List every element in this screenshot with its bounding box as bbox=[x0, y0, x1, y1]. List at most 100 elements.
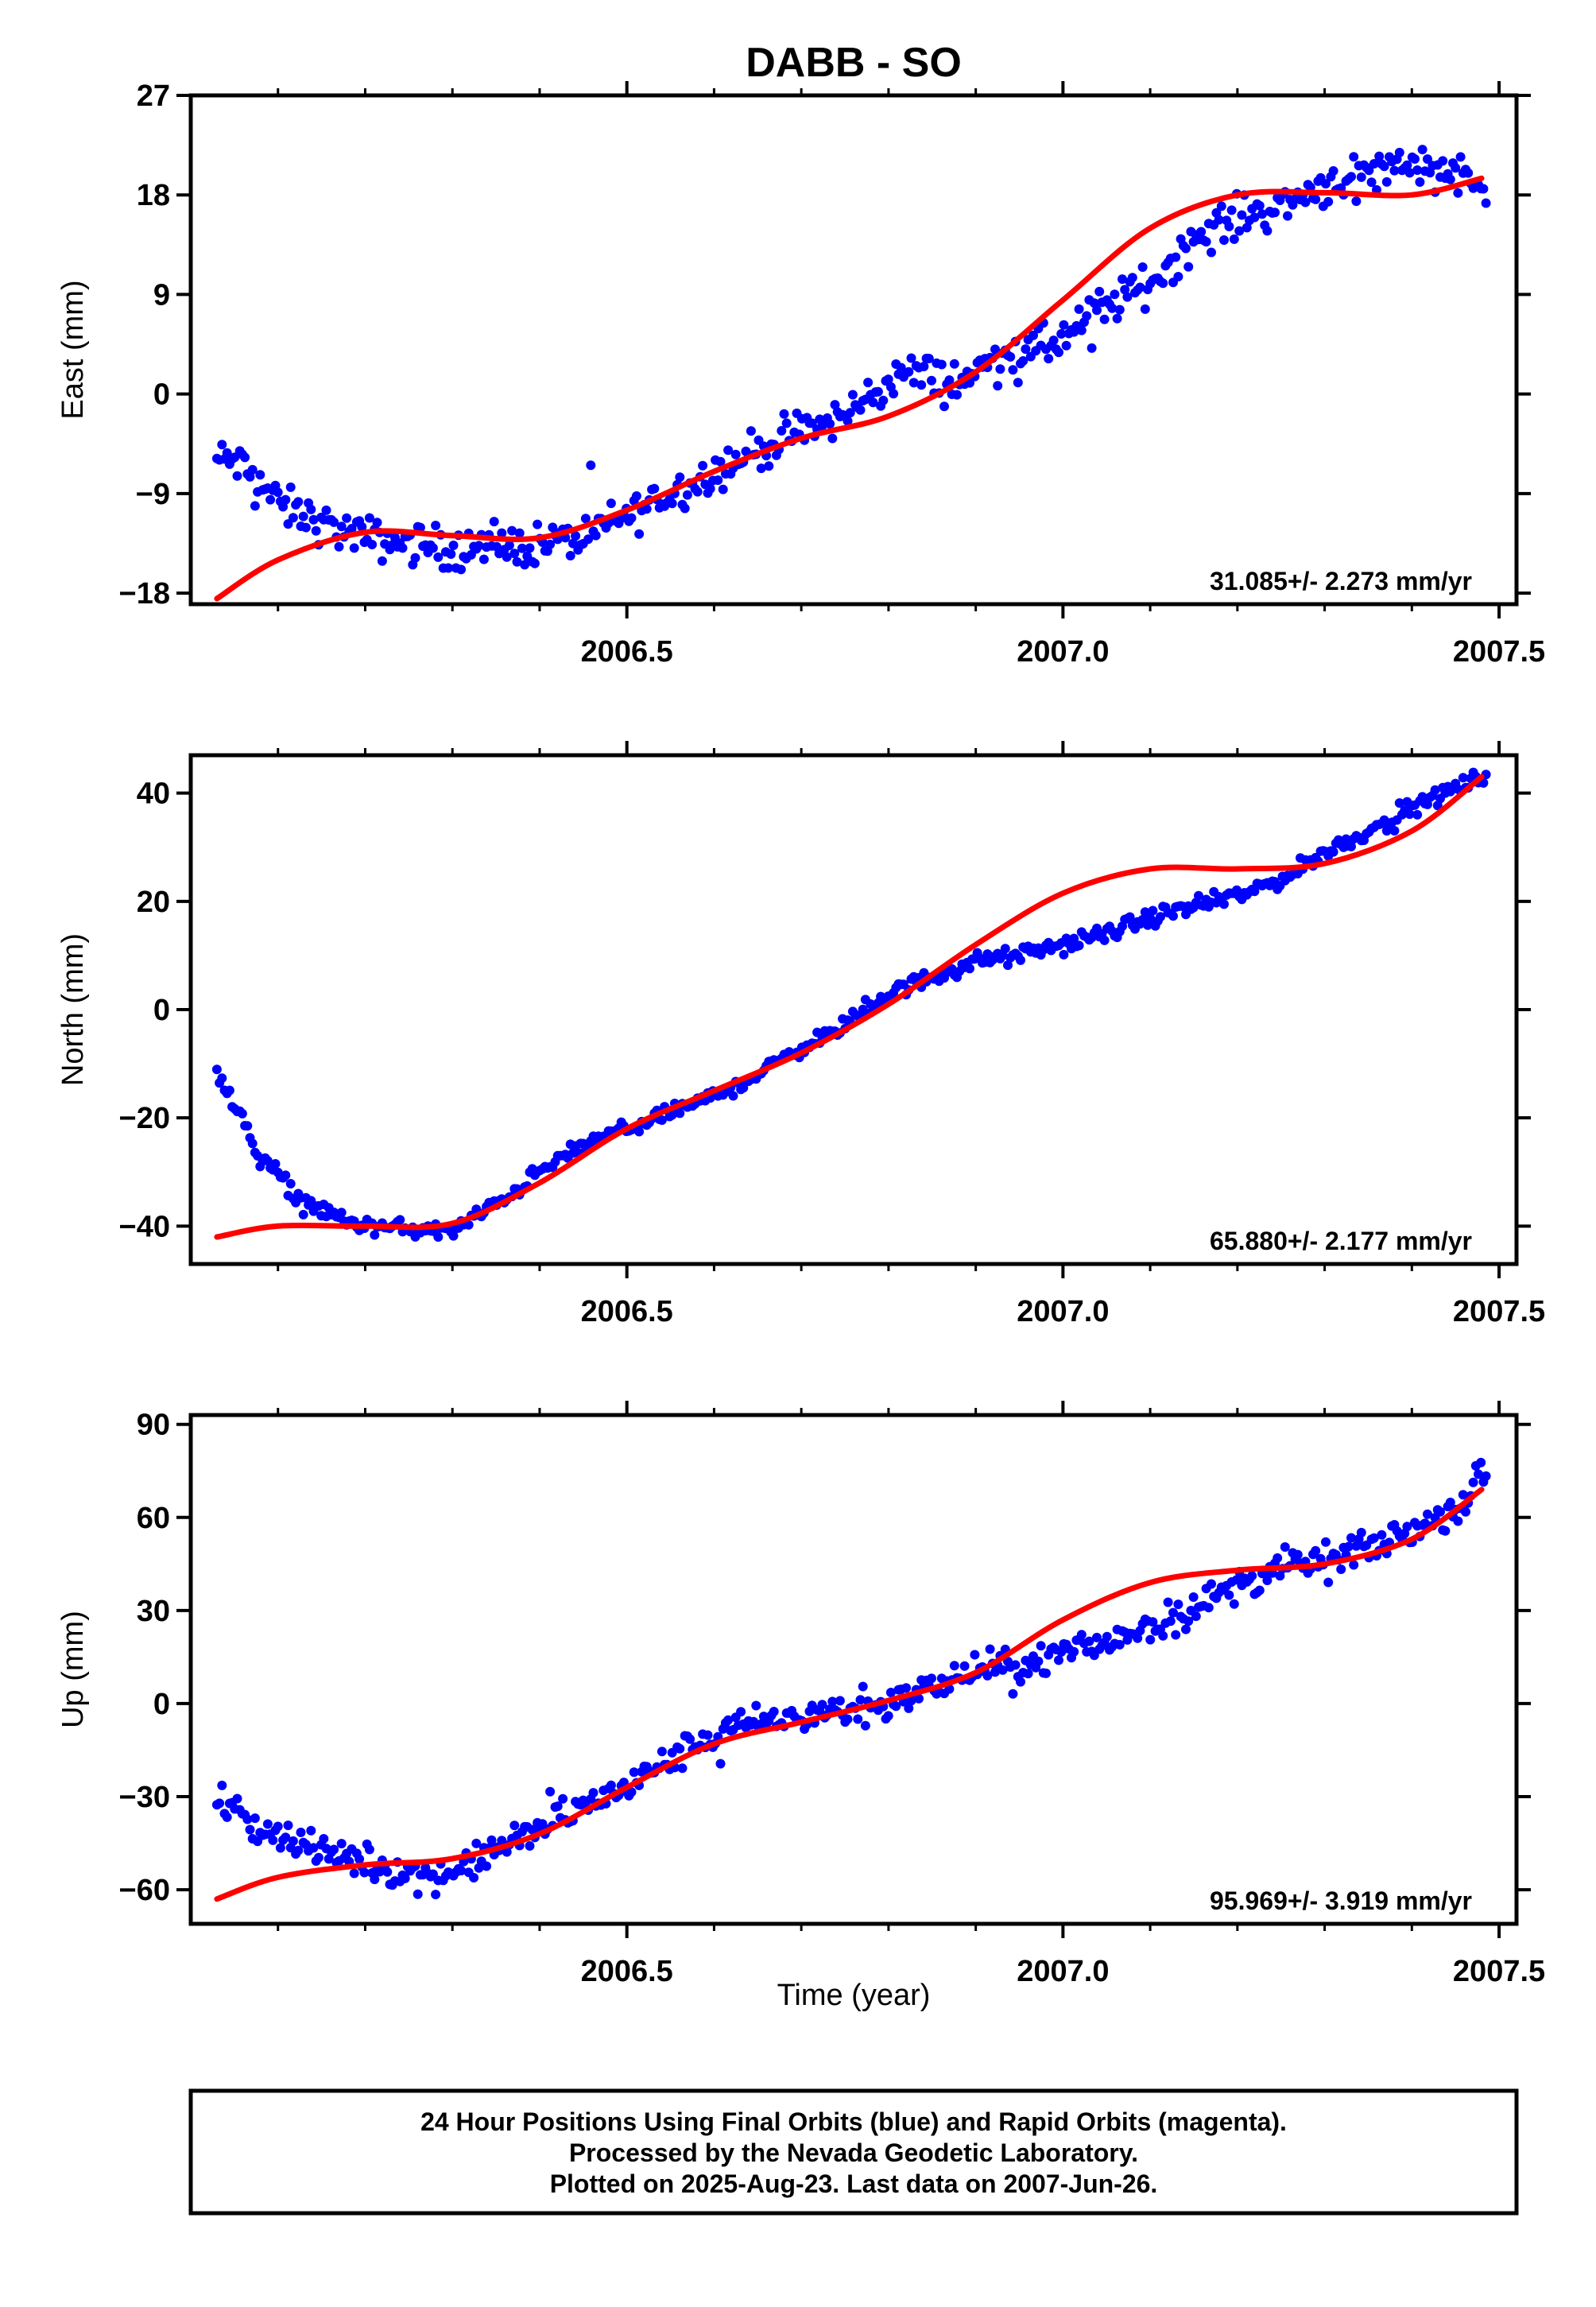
east-point bbox=[908, 378, 919, 388]
east-point bbox=[1283, 211, 1292, 221]
east-point bbox=[878, 395, 889, 405]
north-point bbox=[634, 1126, 645, 1137]
north-point bbox=[1328, 847, 1338, 857]
up-point bbox=[657, 1747, 667, 1757]
up-point bbox=[1280, 1542, 1290, 1552]
east-point bbox=[873, 386, 883, 397]
east-point bbox=[308, 514, 319, 525]
up-point bbox=[509, 1820, 520, 1831]
east-point bbox=[713, 475, 723, 485]
up-point bbox=[1092, 1632, 1102, 1642]
east-point bbox=[1453, 188, 1463, 198]
east-point bbox=[545, 539, 556, 549]
east-point bbox=[1374, 151, 1385, 161]
up-point bbox=[1036, 1641, 1046, 1651]
east-point bbox=[591, 530, 601, 541]
east-point bbox=[1270, 207, 1280, 218]
east-point bbox=[265, 494, 276, 505]
up-point bbox=[1173, 1599, 1183, 1610]
up-point bbox=[588, 1788, 598, 1798]
east-point bbox=[504, 541, 514, 550]
east-point bbox=[949, 359, 959, 369]
east-point bbox=[1028, 330, 1038, 340]
east-point bbox=[1099, 314, 1110, 324]
east-point bbox=[336, 521, 347, 532]
east-point bbox=[936, 359, 947, 370]
footer-line-3: Plotted on 2025-Aug-23. Last data on 200… bbox=[550, 2169, 1158, 2198]
up-point bbox=[552, 1801, 563, 1812]
east-point bbox=[1412, 165, 1423, 175]
east-point bbox=[1216, 201, 1226, 211]
north-point bbox=[281, 1170, 291, 1181]
north-point bbox=[395, 1215, 405, 1225]
footer-line-1: 24 Hour Positions Using Final Orbits (bl… bbox=[420, 2107, 1287, 2136]
east-point bbox=[1364, 165, 1374, 176]
east-point bbox=[431, 521, 441, 530]
east-point bbox=[1410, 154, 1420, 164]
up-point bbox=[855, 1695, 866, 1705]
east-data-points bbox=[211, 145, 1491, 575]
east-point bbox=[1005, 351, 1016, 362]
up-point bbox=[275, 1843, 285, 1853]
up-point bbox=[1377, 1530, 1387, 1540]
north-x-ticks: 2006.5 2007.0 2007.5 bbox=[277, 741, 1545, 1328]
east-point bbox=[883, 374, 893, 385]
up-point bbox=[1016, 1677, 1025, 1687]
east-point bbox=[1137, 262, 1148, 272]
up-data-points bbox=[211, 1457, 1491, 1900]
east-point bbox=[1356, 172, 1366, 182]
east-point bbox=[1171, 252, 1181, 262]
east-point bbox=[1328, 166, 1338, 176]
east-point bbox=[993, 381, 1003, 391]
east-point bbox=[230, 452, 240, 463]
east-point bbox=[1300, 197, 1311, 207]
east-point bbox=[825, 419, 835, 429]
up-point bbox=[1224, 1590, 1234, 1600]
east-point bbox=[1201, 237, 1211, 247]
north-point bbox=[1059, 949, 1069, 960]
north-point bbox=[298, 1209, 308, 1219]
x-axis-label: Time (year) bbox=[777, 1979, 931, 2012]
up-x-ticks: 2006.5 2007.0 2007.5 bbox=[277, 1401, 1545, 1988]
up-point bbox=[558, 1793, 568, 1804]
up-point bbox=[1163, 1597, 1173, 1607]
up-point bbox=[469, 1873, 479, 1882]
east-point bbox=[433, 552, 444, 562]
north-point bbox=[463, 1219, 474, 1230]
up-point bbox=[1435, 1506, 1445, 1517]
up-point bbox=[293, 1845, 304, 1855]
east-point bbox=[298, 511, 308, 521]
east-point bbox=[1122, 292, 1133, 302]
east-point bbox=[1415, 177, 1425, 187]
up-point bbox=[283, 1820, 293, 1831]
up-point bbox=[1323, 1577, 1334, 1588]
north-model-curve bbox=[214, 774, 1485, 1240]
up-point bbox=[949, 1661, 959, 1671]
east-point bbox=[509, 549, 520, 559]
up-point bbox=[502, 1847, 512, 1857]
east-point bbox=[245, 471, 255, 482]
north-point bbox=[433, 1232, 444, 1242]
east-point bbox=[525, 543, 535, 553]
north-xtick-label: 2007.0 bbox=[1017, 1295, 1109, 1328]
up-axes-frame bbox=[188, 1413, 1519, 1926]
up-point bbox=[273, 1821, 283, 1832]
east-point bbox=[1173, 272, 1183, 281]
up-point bbox=[217, 1780, 227, 1790]
east-point bbox=[1478, 184, 1489, 194]
up-point bbox=[1041, 1668, 1051, 1678]
east-point bbox=[606, 498, 616, 509]
east-point bbox=[855, 405, 866, 415]
up-point bbox=[1181, 1624, 1191, 1634]
up-point bbox=[1262, 1576, 1273, 1585]
east-point bbox=[571, 531, 581, 541]
up-point bbox=[1207, 1579, 1216, 1589]
east-point bbox=[448, 541, 459, 550]
east-point bbox=[357, 521, 367, 532]
east-point bbox=[916, 380, 927, 390]
east-point bbox=[1242, 223, 1252, 233]
north-point bbox=[965, 964, 974, 974]
east-point bbox=[889, 389, 899, 399]
up-point bbox=[245, 1824, 255, 1835]
north-point bbox=[1099, 935, 1110, 945]
